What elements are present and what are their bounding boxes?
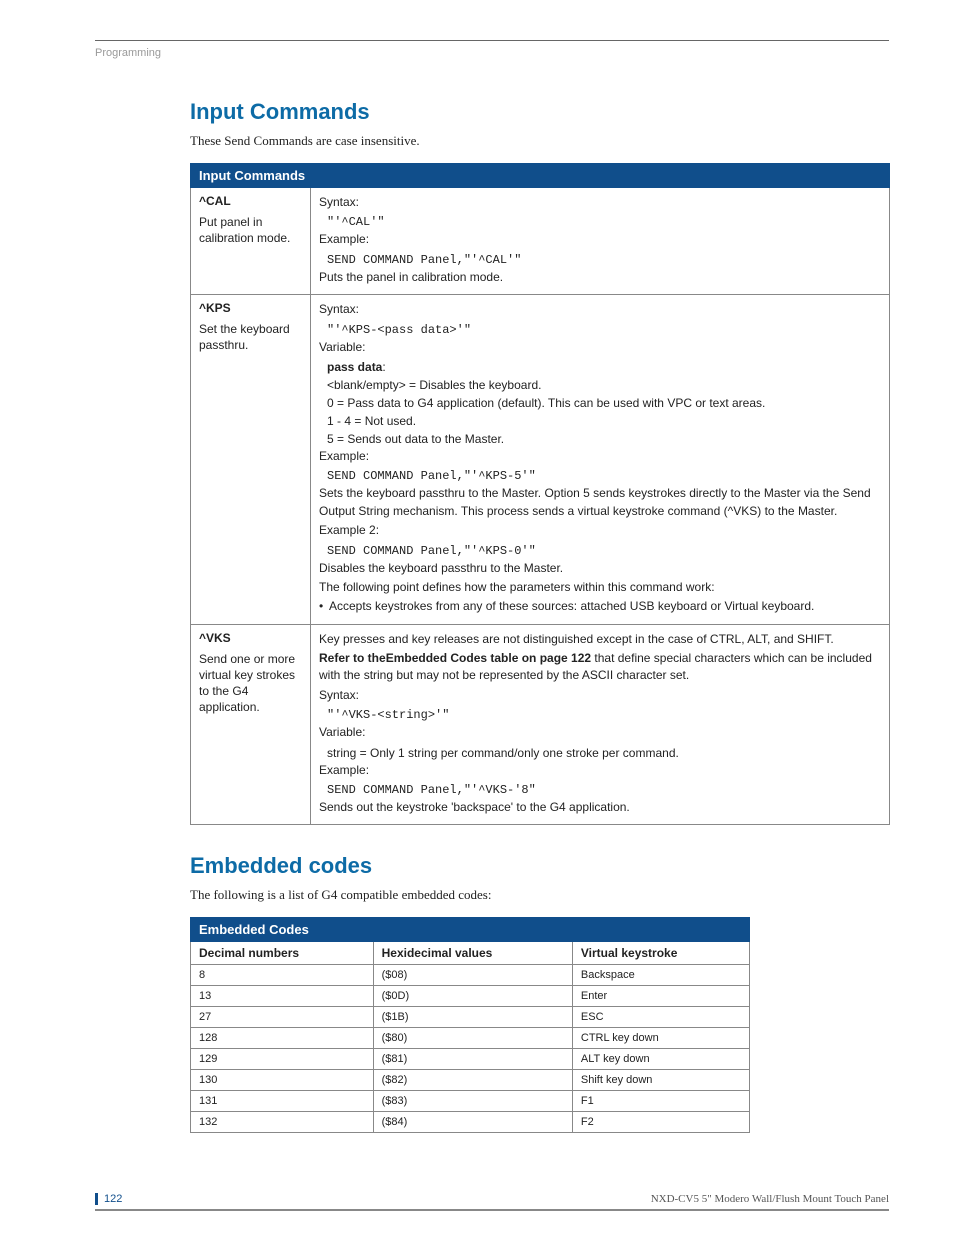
cell: ($81) xyxy=(373,1049,572,1070)
text-line: Puts the panel in calibration mode. xyxy=(319,269,881,286)
cell: F2 xyxy=(572,1112,749,1133)
cell: ($83) xyxy=(373,1091,572,1112)
cell: 128 xyxy=(191,1028,374,1049)
text-line: Sends out the keystroke 'backspace' to t… xyxy=(319,799,881,816)
label-variable: Variable: xyxy=(319,724,881,741)
document-title: NXD-CV5 5" Modero Wall/Flush Mount Touch… xyxy=(651,1193,889,1205)
code-line: SEND COMMAND Panel,"'^KPS-5'" xyxy=(327,467,881,485)
cmd-desc: Set the keyboard passthru. xyxy=(199,321,302,353)
top-rule xyxy=(95,40,889,41)
code-line: SEND COMMAND Panel,"'^CAL'" xyxy=(327,251,881,269)
cell: ($08) xyxy=(373,965,572,986)
var-line: 1 - 4 = Not used. xyxy=(327,412,881,430)
cmd-name: ^VKS xyxy=(199,631,302,645)
table-title: Embedded Codes xyxy=(191,918,750,942)
table-row: 130($82)Shift key down xyxy=(191,1070,750,1091)
table-header-row: Decimal numbers Hexidecimal values Virtu… xyxy=(191,942,750,965)
cell: 131 xyxy=(191,1091,374,1112)
ref-prefix: Refer to the xyxy=(319,651,386,665)
cmd-name: ^CAL xyxy=(199,194,302,208)
cell: Enter xyxy=(572,986,749,1007)
table-row: 131($83)F1 xyxy=(191,1091,750,1112)
var-colon: : xyxy=(382,360,385,374)
cell: ($82) xyxy=(373,1070,572,1091)
intro-embedded-codes: The following is a list of G4 compatible… xyxy=(190,887,889,903)
table-row: 128($80)CTRL key down xyxy=(191,1028,750,1049)
text-line: Disables the keyboard passthru to the Ma… xyxy=(319,560,881,577)
cell: Shift key down xyxy=(572,1070,749,1091)
label-example: Example: xyxy=(319,231,881,248)
cell: 13 xyxy=(191,986,374,1007)
code-line: SEND COMMAND Panel,"'^VKS-'8" xyxy=(327,781,881,799)
table-row: 13($0D)Enter xyxy=(191,986,750,1007)
text-line: Key presses and key releases are not dis… xyxy=(319,631,881,648)
input-commands-table: Input Commands ^CAL Put panel in calibra… xyxy=(190,163,890,825)
label-syntax: Syntax: xyxy=(319,687,881,704)
code-line: "'^CAL'" xyxy=(327,213,881,231)
table-row: 27($1B)ESC xyxy=(191,1007,750,1028)
cell: 130 xyxy=(191,1070,374,1091)
label-example2: Example 2: xyxy=(319,522,881,539)
cell: Backspace xyxy=(572,965,749,986)
bullet-icon: • xyxy=(319,598,329,615)
ref-link: Embedded Codes table on page 122 xyxy=(386,651,591,665)
var-name: pass data xyxy=(327,360,382,374)
col-virtual: Virtual keystroke xyxy=(572,942,749,965)
var-line: <blank/empty> = Disables the keyboard. xyxy=(327,376,881,394)
var-line: 0 = Pass data to G4 application (default… xyxy=(327,394,881,412)
cmd-desc: Send one or more virtual key strokes to … xyxy=(199,651,302,716)
table-row: ^VKS Send one or more virtual key stroke… xyxy=(191,624,890,825)
table-row: ^CAL Put panel in calibration mode. Synt… xyxy=(191,188,890,295)
cmd-desc: Put panel in calibration mode. xyxy=(199,214,302,246)
bottom-rule xyxy=(95,1209,889,1211)
table-row: 129($81)ALT key down xyxy=(191,1049,750,1070)
cell: 129 xyxy=(191,1049,374,1070)
cell: ($1B) xyxy=(373,1007,572,1028)
cell: 27 xyxy=(191,1007,374,1028)
cell: CTRL key down xyxy=(572,1028,749,1049)
table-row: ^KPS Set the keyboard passthru. Syntax: … xyxy=(191,295,890,625)
cell: ALT key down xyxy=(572,1049,749,1070)
heading-input-commands: Input Commands xyxy=(190,99,889,125)
label-variable: Variable: xyxy=(319,339,881,356)
intro-input-commands: These Send Commands are case insensitive… xyxy=(190,133,889,149)
table-title: Input Commands xyxy=(191,164,890,188)
heading-embedded-codes: Embedded codes xyxy=(190,853,889,879)
text-line: The following point defines how the para… xyxy=(319,579,881,596)
page-footer: 122 NXD-CV5 5" Modero Wall/Flush Mount T… xyxy=(95,1193,889,1205)
code-line: "'^VKS-<string>'" xyxy=(327,706,881,724)
cell: ($0D) xyxy=(373,986,572,1007)
code-line: SEND COMMAND Panel,"'^KPS-0'" xyxy=(327,542,881,560)
code-line: "'^KPS-<pass data>'" xyxy=(327,321,881,339)
label-syntax: Syntax: xyxy=(319,301,881,318)
cell: ESC xyxy=(572,1007,749,1028)
table-row: 8($08)Backspace xyxy=(191,965,750,986)
label-example: Example: xyxy=(319,448,881,465)
label-syntax: Syntax: xyxy=(319,194,881,211)
text-line: Sets the keyboard passthru to the Master… xyxy=(319,485,881,520)
cell: 132 xyxy=(191,1112,374,1133)
embedded-codes-table: Embedded Codes Decimal numbers Hexidecim… xyxy=(190,917,750,1133)
label-example: Example: xyxy=(319,762,881,779)
page-header-section: Programming xyxy=(95,47,889,59)
cell: F1 xyxy=(572,1091,749,1112)
col-decimal: Decimal numbers xyxy=(191,942,374,965)
bullet-text: Accepts keystrokes from any of these sou… xyxy=(329,598,814,615)
cell: ($84) xyxy=(373,1112,572,1133)
cell: ($80) xyxy=(373,1028,572,1049)
table-row: 132($84)F2 xyxy=(191,1112,750,1133)
col-hex: Hexidecimal values xyxy=(373,942,572,965)
cell: 8 xyxy=(191,965,374,986)
page-number: 122 xyxy=(95,1193,122,1205)
var-line: 5 = Sends out data to the Master. xyxy=(327,430,881,448)
var-line: string = Only 1 string per command/only … xyxy=(327,744,881,762)
cmd-name: ^KPS xyxy=(199,301,302,315)
